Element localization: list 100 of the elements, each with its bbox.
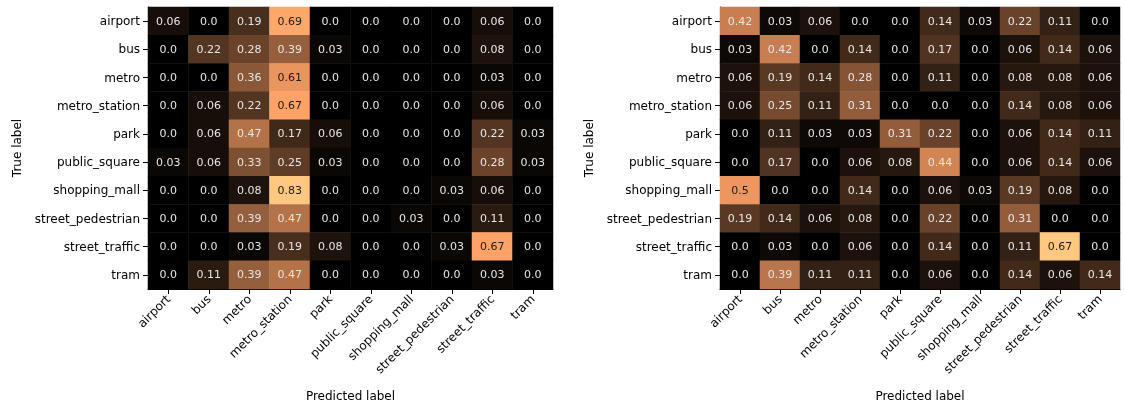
y-tick-label: tram <box>683 267 712 282</box>
data-label: 0.0 <box>971 268 989 282</box>
data-label: 0.0 <box>811 240 829 254</box>
data-label: 0.08 <box>1047 99 1073 113</box>
data-label: 0.47 <box>277 212 302 225</box>
data-label: 0.0 <box>362 71 380 84</box>
data-label: 0.08 <box>237 183 262 197</box>
data-label: 0.06 <box>480 99 505 113</box>
y-tick-label: airport <box>671 14 713 29</box>
data-label: 0.08 <box>1007 71 1033 84</box>
data-label: 0.19 <box>1007 183 1033 197</box>
y-tick-label: bus <box>690 42 712 57</box>
data-label: 0.39 <box>237 212 262 225</box>
data-label: 0.0 <box>443 99 461 113</box>
data-label: 0.0 <box>1091 240 1109 254</box>
data-label: 0.14 <box>767 212 793 225</box>
data-label: 0.06 <box>807 14 833 28</box>
y-tick-label: metro_station <box>56 98 140 113</box>
data-label: 0.0 <box>524 42 542 56</box>
data-label: 0.14 <box>807 71 833 84</box>
data-label: 0.03 <box>807 127 833 141</box>
data-label: 0.0 <box>1091 212 1109 225</box>
data-label: 0.36 <box>237 71 262 84</box>
data-label: 0.0 <box>971 99 989 113</box>
data-label: 0.25 <box>767 99 793 113</box>
data-label: 0.0 <box>402 240 420 254</box>
data-label: 0.0 <box>159 212 177 225</box>
data-label: 0.28 <box>847 71 873 84</box>
data-label: 0.67 <box>277 99 302 113</box>
data-label: 0.0 <box>851 14 869 28</box>
data-label: 0.11 <box>927 71 953 84</box>
data-label: 0.0 <box>362 268 380 282</box>
data-label: 0.08 <box>887 155 913 169</box>
data-label: 0.0 <box>524 183 542 197</box>
data-label: 0.22 <box>927 127 953 141</box>
data-label: 0.0 <box>321 212 339 225</box>
data-label: 0.0 <box>731 155 749 169</box>
data-label: 0.0 <box>731 127 749 141</box>
data-label: 0.06 <box>196 155 221 169</box>
data-label: 0.0 <box>891 268 909 282</box>
data-label: 0.0 <box>524 212 542 225</box>
data-label: 0.19 <box>277 240 302 254</box>
data-label: 0.0 <box>891 99 909 113</box>
data-label: 0.06 <box>156 14 181 28</box>
data-label: 0.28 <box>480 155 505 169</box>
data-label: 0.0 <box>402 183 420 197</box>
data-label: 0.22 <box>480 127 505 141</box>
data-label: 0.0 <box>443 14 461 28</box>
data-label: 0.0 <box>200 183 218 197</box>
data-label: 0.47 <box>237 127 262 141</box>
data-label: 0.0 <box>524 99 542 113</box>
data-label: 0.11 <box>1087 127 1113 141</box>
data-label: 0.08 <box>318 240 343 254</box>
data-label: 0.14 <box>1047 155 1073 169</box>
data-label: 0.67 <box>1047 240 1073 254</box>
data-label: 0.0 <box>402 155 420 169</box>
data-label: 0.06 <box>927 183 953 197</box>
data-label: 0.03 <box>439 240 464 254</box>
data-label: 0.31 <box>847 99 873 113</box>
data-label: 0.0 <box>443 127 461 141</box>
data-label: 0.0 <box>1051 212 1069 225</box>
y-tick-label: street_pedestrian <box>606 211 712 226</box>
data-label: 0.0 <box>362 240 380 254</box>
data-label: 0.0 <box>321 71 339 84</box>
data-label: 0.06 <box>480 183 505 197</box>
data-label: 0.14 <box>927 240 953 254</box>
data-label: 0.11 <box>196 268 221 282</box>
y-tick-label: shopping_mall <box>53 183 140 198</box>
data-label: 0.03 <box>520 127 545 141</box>
data-label: 0.06 <box>847 155 873 169</box>
data-label: 0.06 <box>196 127 221 141</box>
data-label: 0.03 <box>520 155 545 169</box>
data-label: 0.67 <box>480 240 505 254</box>
data-label: 0.0 <box>971 212 989 225</box>
data-label: 0.0 <box>811 155 829 169</box>
y-tick-label: park <box>685 126 713 141</box>
data-label: 0.0 <box>321 99 339 113</box>
data-label: 0.0 <box>524 71 542 84</box>
data-label: 0.03 <box>480 268 505 282</box>
data-label: 0.0 <box>402 42 420 56</box>
data-label: 0.0 <box>200 240 218 254</box>
data-label: 0.28 <box>237 42 262 56</box>
data-label: 0.0 <box>891 183 909 197</box>
data-label: 0.31 <box>887 127 913 141</box>
data-label: 0.0 <box>159 42 177 56</box>
data-label: 0.22 <box>237 99 262 113</box>
data-label: 0.0 <box>524 240 542 254</box>
data-label: 0.0 <box>731 240 749 254</box>
data-label: 0.17 <box>767 155 793 169</box>
data-label: 0.11 <box>807 99 833 113</box>
y-tick-label: airport <box>99 14 141 29</box>
data-label: 0.22 <box>927 212 953 225</box>
data-label: 0.0 <box>159 268 177 282</box>
data-label: 0.0 <box>891 71 909 84</box>
data-label: 0.06 <box>847 240 873 254</box>
data-label: 0.0 <box>402 99 420 113</box>
data-label: 0.17 <box>927 42 953 56</box>
data-label: 0.03 <box>967 14 993 28</box>
data-label: 0.03 <box>318 42 343 56</box>
data-label: 0.0 <box>362 127 380 141</box>
